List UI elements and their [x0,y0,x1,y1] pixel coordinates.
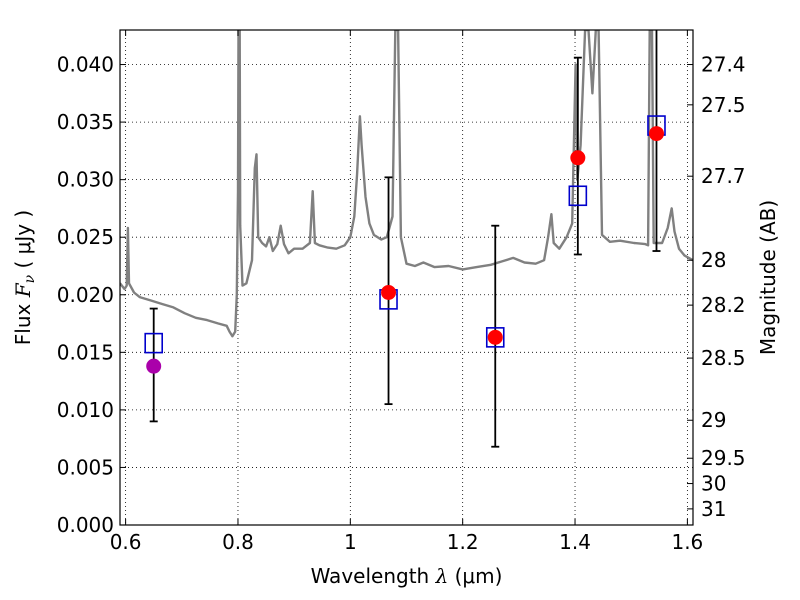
y2-tick-label: 27.4 [701,53,746,77]
y-tick-label: 0.020 [57,283,114,307]
data-point [381,284,397,300]
plot-area [120,30,693,448]
axis-ticks: 0.6 0.8 1 1.2 1.4 1.6 0.000 0.005 0.010 0.015 0.02… [57,30,746,554]
x-title-symbol: λ [435,564,449,588]
y2-tick-label: 28 [701,248,726,272]
x-tick-label: 0.8 [222,530,254,554]
x-tick-label: 0.6 [110,530,142,554]
y-tick-label: 0.005 [57,455,114,479]
y2-tick-label: 28.5 [701,346,746,370]
x-tick-label: 1.4 [559,530,591,554]
y2-axis-title: Magnitude (AB) [756,200,780,355]
x-title-unit: (μm) [448,564,502,588]
y-tick-label: 0.035 [57,110,114,134]
y-tick-label: 0.025 [57,225,114,249]
data-point [648,126,664,142]
data-point [146,358,162,374]
data-point [570,150,586,166]
model-square-marker [485,327,505,348]
y2-tick-label: 28.2 [701,293,746,317]
y2-tick-label: 29 [701,408,726,432]
plot-frame [119,29,694,526]
y-tick-label: 0.040 [57,53,114,77]
x-axis-title: Wavelength λ (μm) [311,564,503,588]
x-tick-label: 1.6 [671,530,703,554]
y-axis-title: Flux Fν ( μJy ) [11,210,38,345]
model-square-marker [144,332,164,354]
y-tick-label: 0.030 [57,168,114,192]
data-point [487,329,503,345]
spectrum-line [120,30,693,338]
y-tick-label: 0.000 [57,513,114,537]
grid-lines [120,30,693,526]
y2-tick-label: 27.5 [701,93,746,117]
y-title-text: Flux [11,297,35,345]
y-tick-label: 0.010 [57,398,114,422]
y2-tick-label: 27.7 [701,164,746,188]
x-tick-label: 1.2 [447,530,479,554]
y2-tick-label: 31 [701,497,726,521]
y2-tick-label: 29.5 [701,446,746,470]
y-tick-label: 0.015 [57,340,114,364]
y-title-subscript: ν [22,274,38,283]
y2-tick-label: 30 [701,472,726,496]
y-title-unit: ( μJy ) [11,210,35,275]
y-title-symbol: F [11,282,35,298]
model-square-marker [568,185,588,207]
x-tick-label: 1 [344,530,357,554]
x-title-text: Wavelength [311,564,436,588]
